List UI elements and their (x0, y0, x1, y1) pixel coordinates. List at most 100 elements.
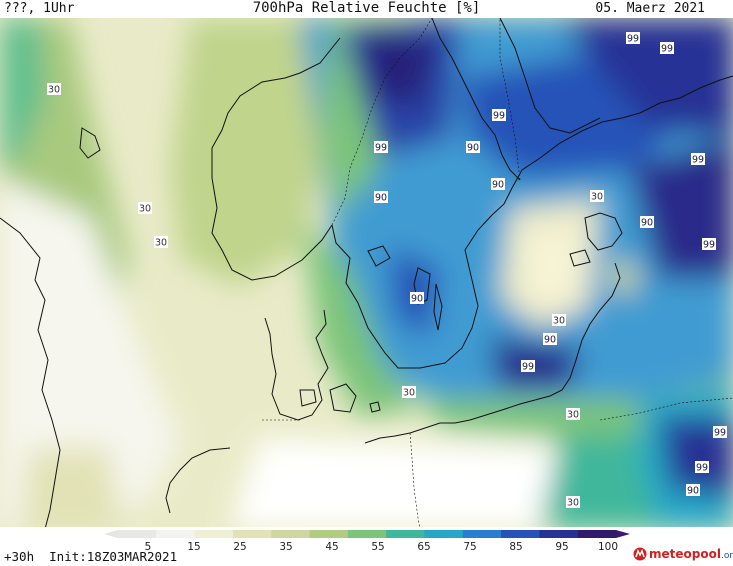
oslofjord-coast (331, 75, 733, 369)
contour-label: 30 (552, 314, 566, 327)
contour-label-box (521, 360, 535, 372)
contour-label-box (640, 216, 654, 228)
contour-label-box (374, 191, 388, 203)
lithuania-border (599, 397, 733, 421)
logo-text-main: meteopool (649, 547, 721, 561)
colorbar-ticks: 5 15 25 35 45 55 65 75 85 95 100 (145, 541, 618, 551)
contour-label-box (47, 83, 61, 95)
valid-time-label: ???, 1Uhr (4, 1, 75, 16)
logo-text-suffix: .org (720, 551, 733, 561)
contour-label-box (138, 202, 152, 214)
contour-label: 30 (402, 386, 416, 399)
colorbar-swatch (309, 530, 349, 538)
norway-sweden-border (331, 18, 433, 226)
contour-label-box (713, 426, 727, 438)
contour-label-box (491, 178, 505, 190)
sweden-finland-border (499, 18, 521, 181)
contour-label-box (492, 109, 506, 121)
colorbar-swatch (577, 530, 617, 538)
contour-label-text: 30 (48, 85, 60, 96)
contour-label: 30 (47, 83, 61, 96)
contour-label: 99 (492, 109, 506, 122)
contour-label: 99 (702, 238, 716, 251)
colorbar-swatch (118, 530, 157, 538)
contour-label-box (410, 292, 424, 304)
uk-east-coast (0, 217, 61, 529)
contour-label: 30 (154, 236, 168, 249)
contour-label-text: 99 (703, 240, 715, 251)
colorbar-swatch (501, 530, 540, 538)
contour-label-text: 99 (661, 44, 673, 55)
contour-label-box (686, 484, 700, 496)
contour-label-text: 99 (696, 463, 708, 474)
contour-label-text: 30 (139, 204, 151, 215)
contour-label-box (566, 496, 580, 508)
zealand (329, 383, 357, 413)
contour-label-box (402, 386, 416, 398)
shetland (79, 127, 101, 159)
contour-label-box (543, 333, 557, 345)
contour-label: 99 (521, 360, 535, 373)
contour-label-text: 99 (493, 111, 505, 122)
contour-label: 90 (374, 191, 388, 204)
colorbar-tick-label: 25 (233, 541, 246, 551)
forecast-date: 05. Maerz 2021 (595, 1, 705, 16)
colorbar-tick-label: 55 (371, 541, 384, 551)
contour-label-box (626, 32, 640, 44)
colorbar-tick-label: 95 (555, 541, 568, 551)
colorbar-swatches (104, 530, 630, 538)
colorbar-tick-label: 100 (598, 541, 618, 551)
contour-label: 30 (566, 408, 580, 421)
contour-label-text: 30 (567, 498, 579, 509)
oland (433, 283, 443, 331)
colorbar-swatch (424, 530, 464, 538)
run-info: +30h Init:18Z03MAR2021 (4, 549, 178, 564)
contour-label-box (154, 236, 168, 248)
contour-label-text: 90 (467, 143, 479, 154)
colorbar-swatch (271, 530, 311, 538)
colorbar-swatch (347, 530, 387, 538)
colorbar: 5 15 25 35 45 55 65 75 85 95 100 (104, 530, 630, 551)
colorbar-tick-label: 45 (325, 541, 338, 551)
contour-label: 99 (691, 153, 705, 166)
estonia-coast (584, 212, 623, 251)
contour-label-text: 99 (375, 143, 387, 154)
contour-label-text: 30 (591, 192, 603, 203)
contour-label-text: 99 (714, 428, 726, 439)
contour-label-text: 30 (403, 388, 415, 399)
germany-poland-border (409, 432, 421, 529)
contour-label: 99 (374, 141, 388, 154)
contour-label: 90 (543, 333, 557, 346)
colorbar-tick-label: 85 (509, 541, 522, 551)
colorbar-swatch (194, 530, 234, 538)
contour-label: 90 (491, 178, 505, 191)
contour-label: 30 (566, 496, 580, 509)
poland-coast (364, 399, 536, 444)
germany-coast (165, 447, 231, 514)
bornholm (369, 401, 381, 413)
finland-coast (499, 18, 601, 134)
norway-coast (211, 37, 341, 281)
colorbar-swatch (462, 530, 502, 538)
colorbar-swatch (156, 530, 196, 538)
meteopool-logo[interactable]: meteopool.org (633, 545, 733, 563)
contour-label: 90 (686, 484, 700, 497)
contour-label-text: 99 (627, 34, 639, 45)
logo-text: meteopool.org (649, 547, 733, 561)
colorbar-max-arrow (616, 530, 630, 538)
contour-label-text: 90 (492, 180, 504, 191)
contour-label-box (552, 314, 566, 326)
contour-label: 90 (640, 216, 654, 229)
contour-label-text: 99 (692, 155, 704, 166)
header-bar: ???, 1Uhr 700hPa Relative Feuchte [%] 05… (0, 0, 733, 20)
contour-label-box (590, 190, 604, 202)
colorbar-swatch (232, 530, 272, 538)
contour-label-text: 90 (641, 218, 653, 229)
contour-label-text: 90 (544, 335, 556, 346)
contour-label-box (566, 408, 580, 420)
colorbar-swatch (386, 530, 426, 538)
humidity-field (0, 18, 733, 529)
contour-label: 99 (713, 426, 727, 439)
contour-label-box (695, 461, 709, 473)
contour-label-text: 30 (553, 316, 565, 327)
